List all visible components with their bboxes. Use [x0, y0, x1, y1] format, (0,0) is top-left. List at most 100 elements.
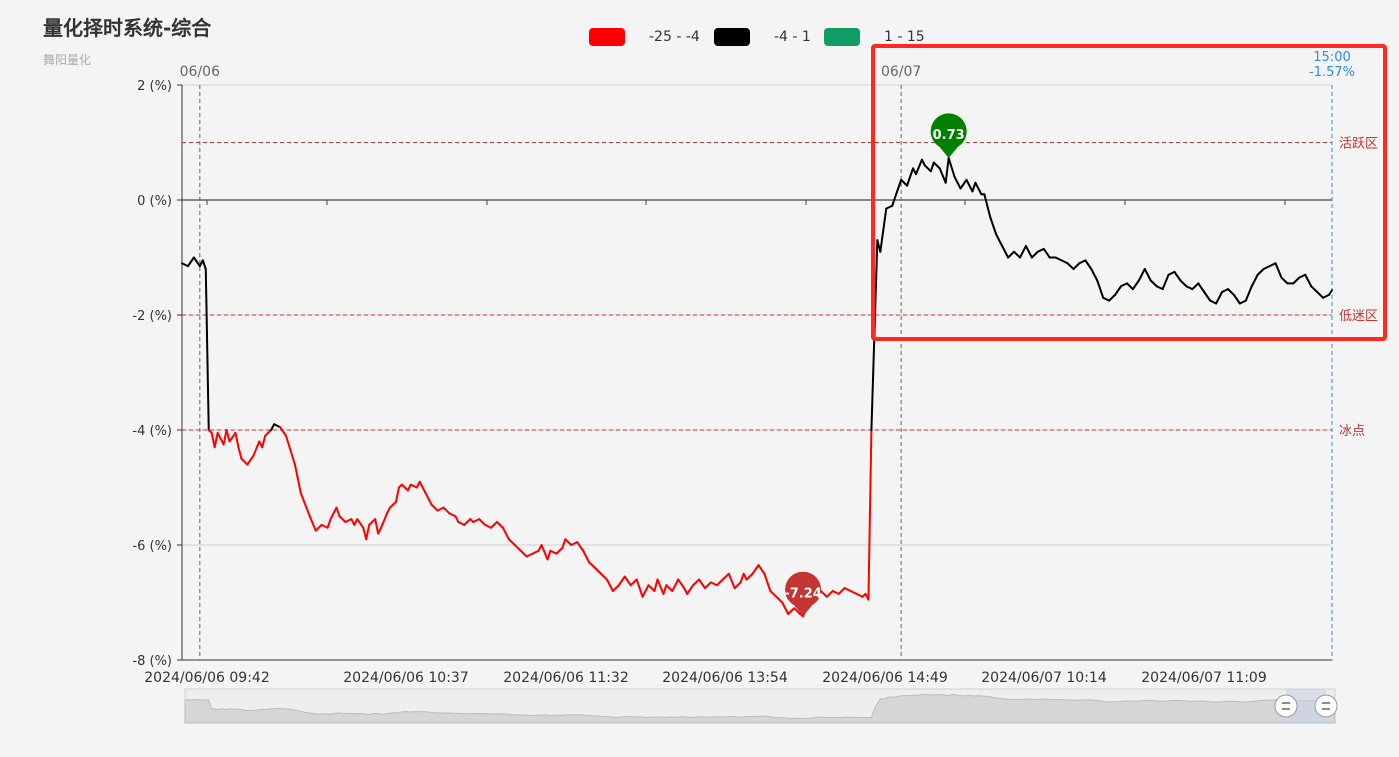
zoom-handle-right[interactable]: [1314, 694, 1338, 718]
series-line-segment: [1280, 276, 1289, 285]
series-line-segment: [677, 578, 686, 590]
legend-item-low[interactable]: -25 - -4: [589, 28, 700, 46]
series-line-segment: [971, 181, 977, 193]
series-line-segment: [335, 506, 341, 518]
series-line-segment: [819, 590, 828, 598]
series-line-segment: [314, 523, 323, 532]
series-line-segment: [769, 590, 778, 598]
series-line-segment: [1250, 273, 1259, 288]
series-line-segment: [983, 193, 992, 219]
zoom-handle-left[interactable]: [1274, 694, 1298, 718]
series-line-segment: [293, 463, 302, 495]
series-line-segment: [279, 426, 288, 437]
series-line-segment: [377, 526, 383, 535]
series-line-segment: [1036, 247, 1045, 253]
series-line-segment: [454, 515, 460, 523]
series-line-segment: [234, 431, 240, 449]
series-line-segment: [867, 429, 873, 601]
series-line-segment: [692, 578, 701, 587]
series-line-segment: [995, 233, 1004, 247]
series-line-segment: [727, 572, 736, 590]
series-line-segment: [1328, 289, 1333, 296]
y-tick-label: 2 (%): [137, 79, 172, 94]
series-line-segment: [715, 578, 724, 587]
series-line-segment: [495, 521, 504, 529]
series-line-segment: [1120, 282, 1128, 288]
series-line-segment: [1310, 285, 1319, 293]
series-line-segment: [216, 431, 222, 440]
min-value-pin[interactable]: [785, 571, 822, 617]
series-line-segment: [757, 564, 766, 575]
series-line-segment: [1060, 259, 1069, 265]
series-line-segment: [1232, 293, 1241, 305]
series-line-segment: [1292, 276, 1301, 285]
series-line-segment: [261, 434, 267, 449]
series-line-segment: [246, 454, 255, 466]
series-line-segment: [1304, 273, 1313, 288]
series-line-segment: [599, 572, 608, 581]
x-tick-label: 2024/06/06 13:54: [662, 670, 788, 686]
legend-item-mid[interactable]: -4 - 1: [714, 28, 811, 46]
series-line-segment: [671, 578, 680, 592]
series-line-segment: [570, 541, 579, 546]
series-line-segment: [647, 584, 656, 592]
series-line-segment: [374, 518, 380, 535]
series-line-segment: [484, 523, 493, 529]
series-line-segment: [900, 178, 909, 187]
max-value-pin-label: 0.73: [933, 128, 965, 143]
series-line-segment: [703, 581, 712, 590]
series-line-segment: [698, 578, 706, 590]
series-line-segment: [555, 546, 564, 555]
series-line-segment: [1215, 291, 1224, 305]
series-line-segment: [588, 561, 597, 569]
series-line-segment: [1131, 279, 1140, 291]
series-line-segment: [380, 512, 389, 529]
series-line-segment: [787, 607, 796, 615]
current-time-label: 15:00: [1313, 50, 1350, 65]
series-line-segment: [653, 578, 659, 592]
series-line-segment: [1013, 250, 1021, 259]
series-line-segment: [594, 567, 602, 575]
series-line-segment: [409, 483, 418, 489]
series-line-segment: [204, 268, 210, 431]
legend-swatch-black: [714, 28, 750, 46]
series-line-segment: [641, 584, 650, 598]
series-line-segment: [843, 587, 852, 592]
y-tick-label: 0 (%): [137, 194, 172, 209]
series-line-segment: [656, 578, 665, 595]
series-line-segment: [273, 423, 282, 429]
series-line-segment: [781, 601, 790, 615]
legend-item-high[interactable]: 1 - 15: [824, 28, 925, 46]
series-line-segment: [344, 518, 353, 523]
series-line-segment: [947, 157, 956, 178]
series-line-segment: [1143, 268, 1152, 282]
x-tick-label: 2024/06/06 09:42: [144, 670, 270, 686]
series-line-segment: [225, 429, 231, 443]
legend-label: -4 - 1: [774, 29, 811, 45]
series-line-segment: [662, 584, 668, 595]
series-line-segment: [745, 572, 754, 581]
series-line-segment: [751, 564, 760, 575]
series-line-segment: [793, 607, 802, 615]
series-line-segment: [1244, 285, 1253, 302]
series-line-segment: [1108, 293, 1117, 302]
series-line-segment: [1137, 268, 1146, 282]
series-line-segment: [472, 518, 481, 523]
series-line-segment: [582, 549, 591, 564]
series-line-segment: [1256, 268, 1265, 276]
x-tick-label: 2024/06/06 14:49: [822, 670, 948, 686]
series-line-segment: [635, 578, 641, 590]
series-line-segment: [418, 480, 427, 495]
series-line-segment: [329, 506, 338, 521]
series-line-segment: [576, 541, 585, 552]
series-line-segment: [1191, 282, 1200, 291]
series-line-segment: [611, 584, 620, 592]
series-line-segment: [605, 578, 614, 592]
series-line-segment: [879, 207, 888, 253]
series-line-segment: [478, 518, 487, 526]
series-line-segment: [386, 506, 392, 515]
series-line-segment: [406, 483, 412, 492]
max-value-pin[interactable]: [930, 113, 967, 159]
series-line-segment: [436, 506, 445, 512]
series-line-segment: [326, 518, 332, 529]
